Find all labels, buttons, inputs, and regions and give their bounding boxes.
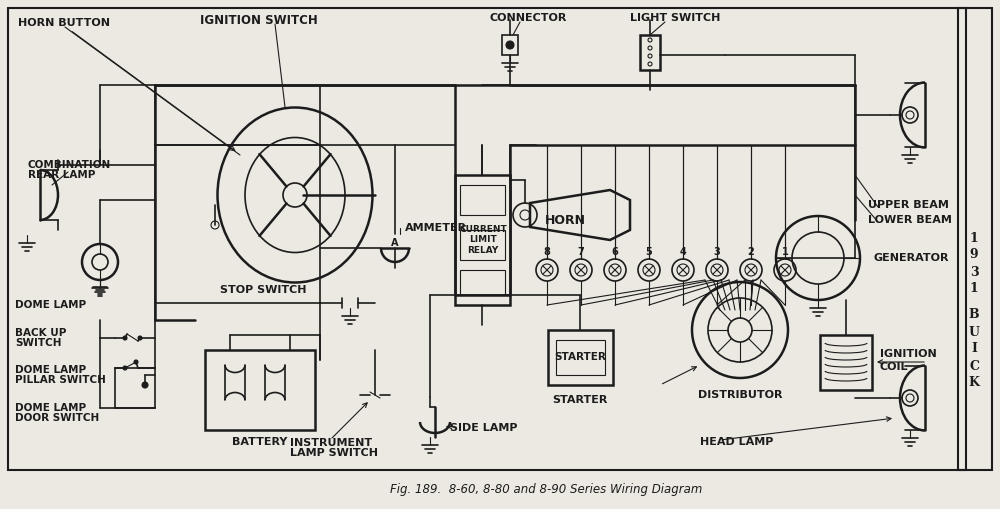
- Text: INSTRUMENT: INSTRUMENT: [290, 438, 372, 448]
- Bar: [205, 350, 315, 430]
- Circle shape: [142, 382, 148, 388]
- Bar: [548, 330, 613, 385]
- Text: SIDE LAMP: SIDE LAMP: [450, 423, 518, 433]
- Bar: [958, 8, 992, 470]
- Text: IGNITION SWITCH: IGNITION SWITCH: [200, 14, 318, 26]
- Text: C: C: [969, 359, 979, 373]
- Text: DOME LAMP: DOME LAMP: [15, 365, 86, 375]
- Text: Fig. 189.  8-60, 8-80 and 8-90 Series Wiring Diagram: Fig. 189. 8-60, 8-80 and 8-90 Series Wir…: [390, 484, 702, 496]
- Text: DOME LAMP: DOME LAMP: [15, 403, 86, 413]
- Bar: [455, 175, 510, 305]
- Text: CURRENT
LIMIT
RELAY: CURRENT LIMIT RELAY: [459, 225, 507, 255]
- Bar: [460, 185, 505, 215]
- Bar: [460, 270, 505, 295]
- Text: 8: 8: [544, 247, 550, 257]
- Text: 3: 3: [970, 266, 978, 278]
- Circle shape: [134, 360, 138, 364]
- Text: CONNECTOR: CONNECTOR: [490, 13, 567, 23]
- Text: BACK UP: BACK UP: [15, 328, 66, 338]
- Circle shape: [648, 62, 652, 66]
- Text: K: K: [969, 377, 979, 389]
- Text: 5: 5: [646, 247, 652, 257]
- Circle shape: [123, 336, 127, 340]
- Text: HEAD LAMP: HEAD LAMP: [700, 437, 773, 447]
- Text: BATTERY: BATTERY: [232, 437, 288, 447]
- Text: STOP SWITCH: STOP SWITCH: [220, 285, 306, 295]
- Text: DISTRIBUTOR: DISTRIBUTOR: [698, 390, 782, 400]
- Circle shape: [648, 46, 652, 50]
- Bar: [640, 35, 660, 70]
- Text: 1: 1: [782, 247, 788, 257]
- Text: U: U: [968, 325, 980, 338]
- Text: 3: 3: [714, 247, 720, 257]
- Circle shape: [648, 38, 652, 42]
- Circle shape: [138, 336, 142, 340]
- Text: COIL: COIL: [880, 362, 908, 372]
- Text: LIGHT SWITCH: LIGHT SWITCH: [630, 13, 720, 23]
- Bar: [556, 340, 605, 375]
- Text: REAR LAMP: REAR LAMP: [28, 170, 95, 180]
- Text: 4: 4: [680, 247, 686, 257]
- Text: 9: 9: [970, 248, 978, 262]
- Bar: [460, 230, 505, 260]
- Text: STARTER: STARTER: [554, 352, 606, 362]
- Circle shape: [648, 54, 652, 58]
- Text: AMMETER: AMMETER: [405, 223, 467, 233]
- Text: I: I: [971, 343, 977, 355]
- Text: HORN: HORN: [544, 213, 586, 227]
- Text: DOOR SWITCH: DOOR SWITCH: [15, 413, 99, 423]
- Text: DOME LAMP: DOME LAMP: [15, 300, 86, 310]
- Text: UPPER BEAM: UPPER BEAM: [868, 200, 949, 210]
- Text: LOWER BEAM: LOWER BEAM: [868, 215, 952, 225]
- Text: 6: 6: [612, 247, 618, 257]
- Text: HORN BUTTON: HORN BUTTON: [18, 18, 110, 28]
- Text: IGNITION: IGNITION: [880, 349, 937, 359]
- Text: LAMP SWITCH: LAMP SWITCH: [290, 448, 378, 458]
- Text: 2: 2: [748, 247, 754, 257]
- Text: 1: 1: [970, 232, 978, 244]
- Text: 1: 1: [970, 282, 978, 296]
- Text: COMBINATION: COMBINATION: [28, 160, 111, 170]
- Text: A: A: [391, 238, 399, 248]
- Text: PILLAR SWITCH: PILLAR SWITCH: [15, 375, 106, 385]
- Text: 7: 7: [578, 247, 584, 257]
- Text: B: B: [969, 308, 979, 322]
- Circle shape: [123, 366, 127, 370]
- Text: STARTER: STARTER: [552, 395, 608, 405]
- Bar: [502, 35, 518, 55]
- Bar: [820, 335, 872, 390]
- Circle shape: [506, 41, 514, 49]
- Text: GENERATOR: GENERATOR: [873, 253, 948, 263]
- Text: SWITCH: SWITCH: [15, 338, 62, 348]
